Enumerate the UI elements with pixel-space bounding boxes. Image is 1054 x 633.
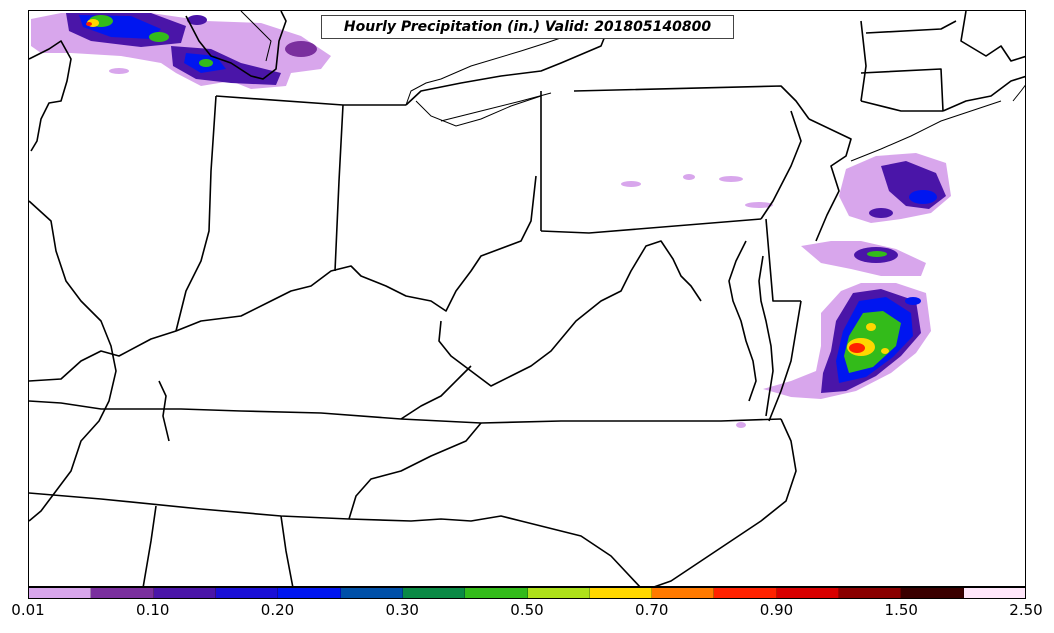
colorbar-tick-label: 0.50 <box>510 601 544 619</box>
precip-area-se-red <box>849 343 865 353</box>
colorbar-segment <box>901 588 964 598</box>
colorbar-segment <box>402 588 466 598</box>
precipitation-areas <box>31 13 951 428</box>
map-panel <box>28 10 1026 587</box>
colorbar-tick-label: 2.50 <box>1009 601 1043 619</box>
colorbar-segment <box>776 588 840 598</box>
precip-area-nw-small-2 <box>285 41 317 57</box>
colorbar-tick-label: 0.20 <box>260 601 295 619</box>
colorbar-segment <box>589 588 653 598</box>
colorbar-segment <box>963 588 1025 598</box>
precip-area-pa-2 <box>683 174 695 180</box>
precipitation-colorbar <box>28 587 1026 599</box>
precip-area-pa-1 <box>621 181 641 187</box>
colorbar-segment <box>91 588 154 598</box>
precip-area-ne-purple-2 <box>869 208 893 218</box>
precip-area-se-yellow-3 <box>881 348 889 354</box>
map-title: Hourly Precipitation (in.) Valid: 201805… <box>321 15 734 39</box>
colorbar-tick-label: 0.90 <box>759 601 794 619</box>
colorbar-segment <box>527 588 590 598</box>
colorbar-tick-label: 0.01 <box>11 601 45 619</box>
precip-area-pa-4 <box>745 202 773 208</box>
colorbar-segment <box>340 588 403 598</box>
precip-area-nw-green-3 <box>199 59 213 67</box>
precip-area-nw-small <box>187 15 207 25</box>
colorbar-tick-label: 0.10 <box>136 601 170 619</box>
colorbar-tick-labels: 0.01 0.10 0.20 0.30 0.50 0.70 0.90 1.50 2.50 <box>0 601 1054 627</box>
precip-area-nw-red <box>86 22 92 26</box>
precip-area-se-yellow-2 <box>866 323 876 331</box>
colorbar-segment <box>652 588 715 598</box>
precip-area-se-small <box>905 297 921 305</box>
precip-area-pa-3 <box>719 176 743 182</box>
precip-area-nw-green-2 <box>149 32 169 42</box>
state-boundaries <box>29 11 1025 586</box>
colorbar-tick-label: 0.30 <box>385 601 419 619</box>
precip-area-ne-blue <box>909 190 937 204</box>
precip-area-mid-green <box>867 251 887 257</box>
colorbar-segment <box>215 588 279 598</box>
colorbar-segment <box>153 588 216 598</box>
colorbar-segment <box>278 588 341 598</box>
colorbar-segment <box>465 588 528 598</box>
colorbar-segment <box>714 588 777 598</box>
colorbar-segment <box>839 588 902 598</box>
colorbar-segment <box>29 588 92 598</box>
colorbar-tick-label: 1.50 <box>884 601 918 619</box>
precipitation-map <box>29 11 1025 586</box>
precip-area-ga <box>109 68 129 74</box>
colorbar-tick-label: 0.70 <box>635 601 669 619</box>
precip-area-va-1 <box>736 422 746 428</box>
